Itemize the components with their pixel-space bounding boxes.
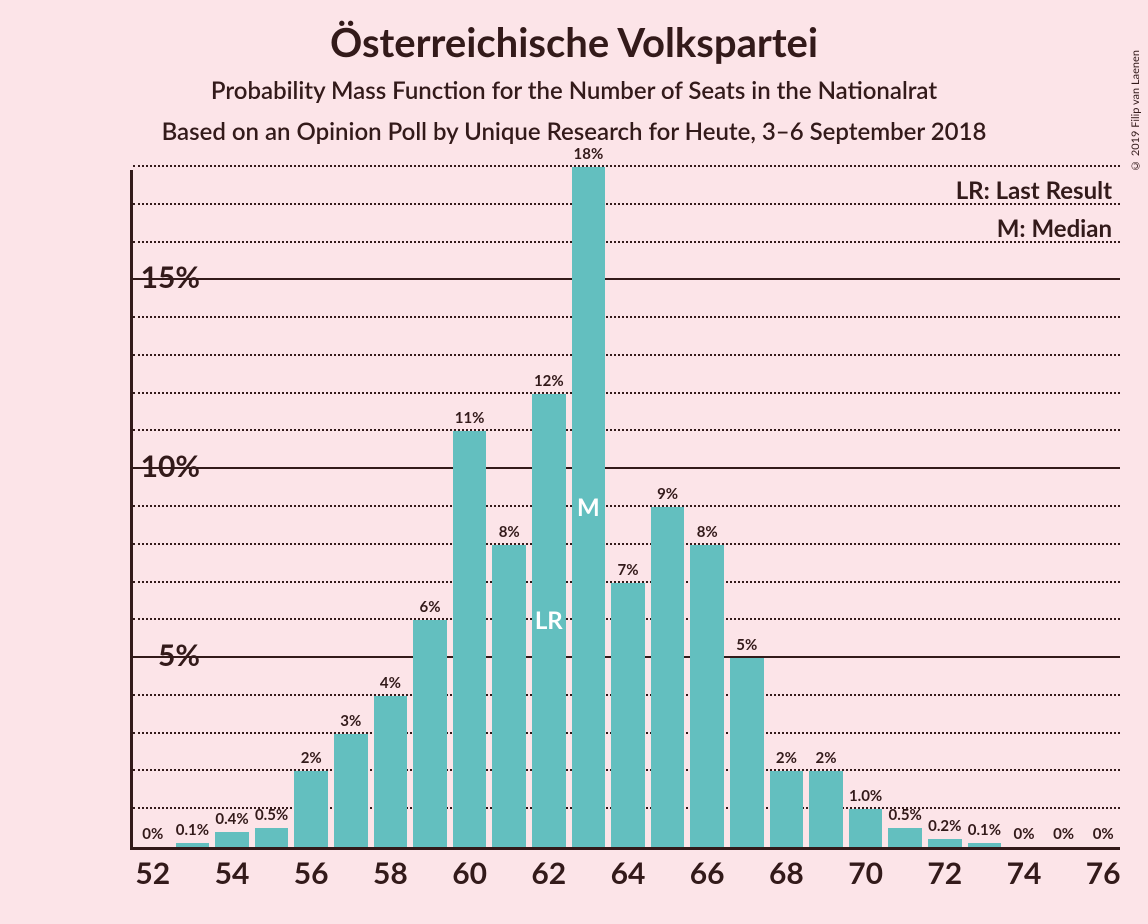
bar-value-label: 0.1% bbox=[968, 821, 1001, 839]
x-axis-label: 60 bbox=[452, 855, 487, 891]
marker-last-result: LR bbox=[535, 606, 563, 635]
grid-line-minor bbox=[133, 543, 1120, 545]
bar bbox=[730, 658, 764, 847]
x-axis-label: 72 bbox=[927, 855, 962, 891]
legend-m: M: Median bbox=[997, 214, 1112, 243]
bar-value-label: 2% bbox=[816, 749, 837, 767]
bar-value-label: 2% bbox=[301, 749, 322, 767]
x-axis-label: 56 bbox=[294, 855, 329, 891]
bar-value-label: 0.1% bbox=[176, 821, 209, 839]
x-axis-label: 64 bbox=[611, 855, 646, 891]
bar-value-label: 8% bbox=[499, 523, 520, 541]
bar bbox=[255, 828, 289, 847]
bar bbox=[413, 620, 447, 847]
grid-line-major bbox=[133, 467, 1120, 469]
bar-value-label: 9% bbox=[657, 485, 678, 503]
grid-line-major bbox=[133, 278, 1120, 280]
bar bbox=[215, 832, 249, 847]
bar-value-label: 1.0% bbox=[849, 787, 882, 805]
bar bbox=[294, 771, 328, 847]
bar bbox=[176, 843, 210, 847]
bar-value-label: 0% bbox=[1014, 825, 1035, 843]
copyright-text: © 2019 Filip van Laenen bbox=[1129, 50, 1142, 172]
bar-value-label: 3% bbox=[340, 712, 361, 730]
bar-value-label: 7% bbox=[618, 561, 639, 579]
chart-subtitle-2: Based on an Opinion Poll by Unique Resea… bbox=[0, 105, 1148, 146]
bar bbox=[928, 839, 962, 847]
bar bbox=[770, 771, 804, 847]
grid-line-minor bbox=[133, 392, 1120, 394]
bar bbox=[651, 507, 685, 847]
grid-line-minor bbox=[133, 165, 1120, 167]
grid-line-minor bbox=[133, 203, 1120, 205]
x-axis-label: 54 bbox=[215, 855, 250, 891]
marker-median: M bbox=[577, 493, 600, 522]
bar-value-label: 0.5% bbox=[255, 806, 288, 824]
x-axis-label: 70 bbox=[848, 855, 883, 891]
grid-line-minor bbox=[133, 241, 1120, 243]
bar-value-label: 0.5% bbox=[889, 806, 922, 824]
bar-value-label: 12% bbox=[534, 372, 564, 390]
bar-value-label: 0% bbox=[142, 825, 163, 843]
bar bbox=[849, 809, 883, 847]
bar-value-label: 6% bbox=[420, 598, 441, 616]
bar bbox=[690, 545, 724, 847]
y-axis-label: 10% bbox=[141, 448, 200, 484]
bar-value-label: 2% bbox=[776, 749, 797, 767]
x-axis-label: 62 bbox=[531, 855, 566, 891]
legend-lr: LR: Last Result bbox=[956, 176, 1112, 205]
bar bbox=[611, 583, 645, 847]
bar-value-label: 0.2% bbox=[928, 817, 961, 835]
plot-area: LR: Last Result M: Median 5% 10% 15% 0% 0.1%… bbox=[130, 170, 1120, 850]
bar bbox=[492, 545, 526, 847]
bar bbox=[968, 843, 1002, 847]
bar-value-label: 11% bbox=[455, 409, 485, 427]
bar-value-label: 18% bbox=[574, 145, 604, 163]
grid-line-minor bbox=[133, 354, 1120, 356]
y-axis-label: 5% bbox=[158, 637, 200, 673]
bar-value-label: 0% bbox=[1053, 825, 1074, 843]
bar-value-label: 0% bbox=[1093, 825, 1114, 843]
x-axis-label: 74 bbox=[1007, 855, 1042, 891]
grid-line-minor bbox=[133, 316, 1120, 318]
bar bbox=[334, 734, 368, 847]
bar-value-label: 4% bbox=[380, 674, 401, 692]
bar bbox=[809, 771, 843, 847]
x-axis-label: 66 bbox=[690, 855, 725, 891]
x-axis-label: 52 bbox=[135, 855, 170, 891]
x-axis-label: 58 bbox=[373, 855, 408, 891]
bar bbox=[888, 828, 922, 847]
grid-line-minor bbox=[133, 505, 1120, 507]
chart-subtitle-1: Probability Mass Function for the Number… bbox=[0, 66, 1148, 105]
y-axis-label: 15% bbox=[141, 259, 200, 295]
x-axis-label: 76 bbox=[1086, 855, 1121, 891]
bar bbox=[453, 431, 487, 847]
grid-line-minor bbox=[133, 429, 1120, 431]
bar-value-label: 0.4% bbox=[215, 810, 248, 828]
bar-value-label: 8% bbox=[697, 523, 718, 541]
x-axis-label: 68 bbox=[769, 855, 804, 891]
bar bbox=[374, 696, 408, 847]
bar-value-label: 5% bbox=[736, 636, 757, 654]
chart-container: LR: Last Result M: Median 5% 10% 15% 0% 0.1%… bbox=[50, 170, 1130, 890]
chart-title: Österreichische Volkspartei bbox=[0, 0, 1148, 66]
